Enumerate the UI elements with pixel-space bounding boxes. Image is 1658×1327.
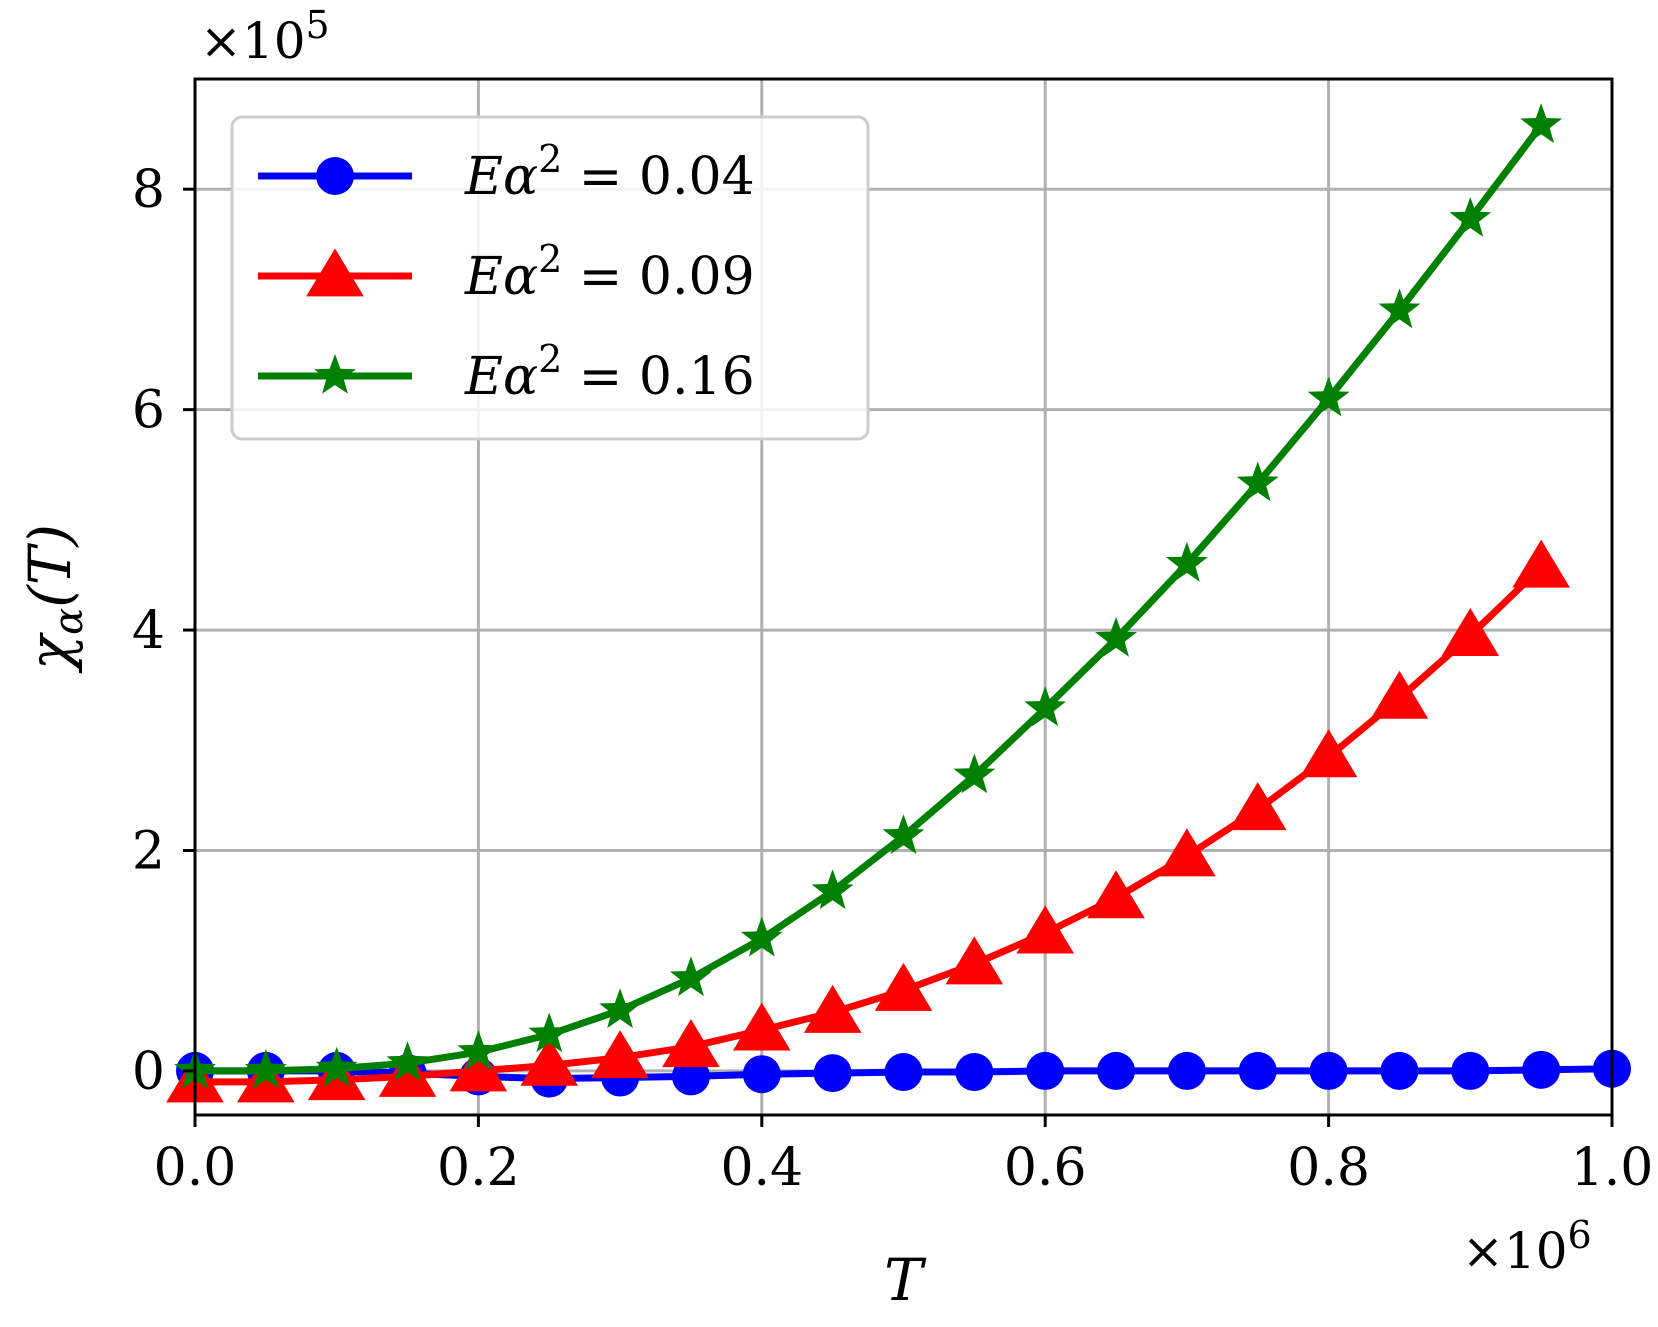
legend-entry: Eα2 = 0.09 — [258, 237, 755, 307]
data-point-circle — [1522, 1050, 1561, 1089]
data-point-star — [670, 956, 712, 997]
x-tick-label: 0.2 — [437, 1138, 520, 1198]
y-tick-label: 0 — [132, 1042, 165, 1102]
data-point-star — [599, 988, 641, 1029]
data-point-star — [1449, 197, 1492, 237]
data-point-star — [315, 1046, 358, 1087]
data-point-star — [1307, 376, 1350, 417]
data-point-star — [1024, 686, 1067, 727]
y-tick-label: 2 — [132, 821, 165, 881]
data-point-star — [740, 916, 783, 957]
data-point-circle — [1026, 1051, 1065, 1090]
legend-marker-star — [314, 354, 356, 394]
data-point-triangle — [945, 936, 1004, 985]
data-point-star — [1378, 288, 1421, 329]
data-point-triangle — [1441, 607, 1500, 656]
data-point-star — [1236, 461, 1279, 502]
data-point-triangle — [662, 1019, 720, 1068]
data-point-triangle — [1512, 539, 1570, 588]
legend-entry: Eα2 = 0.04 — [258, 137, 755, 207]
data-point-star — [1520, 103, 1563, 144]
data-point-circle — [1167, 1051, 1206, 1090]
legend-marker-triangle — [306, 248, 364, 297]
y-offset-label: ×105 — [200, 3, 330, 70]
legend-entry: Eα2 = 0.16 — [258, 337, 755, 407]
data-point-circle — [1238, 1051, 1277, 1090]
data-point-circle — [955, 1053, 994, 1092]
data-point-triangle — [874, 962, 933, 1011]
data-point-circle — [742, 1055, 781, 1094]
data-point-star — [1166, 541, 1208, 582]
data-point-circle — [1309, 1051, 1348, 1090]
series-line — [195, 564, 1544, 1086]
data-point-star — [528, 1012, 571, 1053]
data-point-circle — [1451, 1051, 1490, 1090]
x-tick-label: 0.4 — [720, 1138, 803, 1198]
legend-label: Eα2 = 0.04 — [464, 137, 755, 207]
data-point-circle — [813, 1054, 852, 1093]
legend-box — [230, 115, 870, 441]
data-point-triangle — [1370, 670, 1429, 719]
data-point-star — [457, 1030, 500, 1070]
data-point-circle — [1097, 1051, 1136, 1090]
legend-marker-circle — [316, 157, 354, 195]
legend-label: Eα2 = 0.09 — [464, 237, 755, 307]
data-point-star — [386, 1041, 429, 1081]
axis-ticks: 0.0 0.2 0.4 0.6 0.8 1.0 0 2 4 6 8 — [132, 160, 1653, 1198]
y-tick-label: 8 — [132, 160, 165, 220]
data-point-triangle — [803, 984, 862, 1033]
plot-series — [166, 103, 1631, 1103]
data-point-star — [882, 814, 925, 854]
x-tick-label: 1.0 — [1571, 1138, 1654, 1198]
data-point-circle — [884, 1053, 923, 1092]
data-point-triangle — [1299, 729, 1358, 778]
y-axis-label: χα(T) — [16, 524, 92, 674]
x-tick-label: 0.6 — [1004, 1138, 1087, 1198]
legend-label: Eα2 = 0.16 — [464, 337, 755, 407]
data-point-triangle — [1087, 870, 1145, 919]
y-tick-label: 4 — [132, 601, 165, 661]
data-point-circle — [1380, 1051, 1419, 1090]
data-point-triangle — [520, 1037, 579, 1086]
data-point-star — [953, 753, 996, 794]
y-tick-label: 6 — [132, 381, 165, 441]
legend: Eα2 = 0.04 Eα2 = 0.09 Eα2 = 0.16 — [230, 115, 870, 441]
x-tick-label: 0.8 — [1287, 1138, 1370, 1198]
data-point-star — [811, 869, 854, 910]
x-offset-label: ×106 — [1462, 1213, 1592, 1280]
series-star — [174, 103, 1563, 1089]
data-point-triangle — [591, 1030, 649, 1079]
data-point-triangle — [1158, 828, 1216, 877]
data-point-triangle — [733, 1002, 791, 1051]
data-point-star — [1095, 616, 1137, 657]
series-triangle — [166, 539, 1570, 1103]
x-axis-label: T — [884, 1246, 927, 1314]
x-tick-label: 0.0 — [154, 1138, 237, 1198]
data-point-star — [244, 1048, 287, 1089]
data-point-triangle — [378, 1048, 437, 1097]
data-point-triangle — [1228, 782, 1287, 831]
data-point-triangle — [449, 1043, 508, 1092]
plot-area-frame — [193, 77, 1614, 1117]
data-point-triangle — [1016, 905, 1074, 954]
